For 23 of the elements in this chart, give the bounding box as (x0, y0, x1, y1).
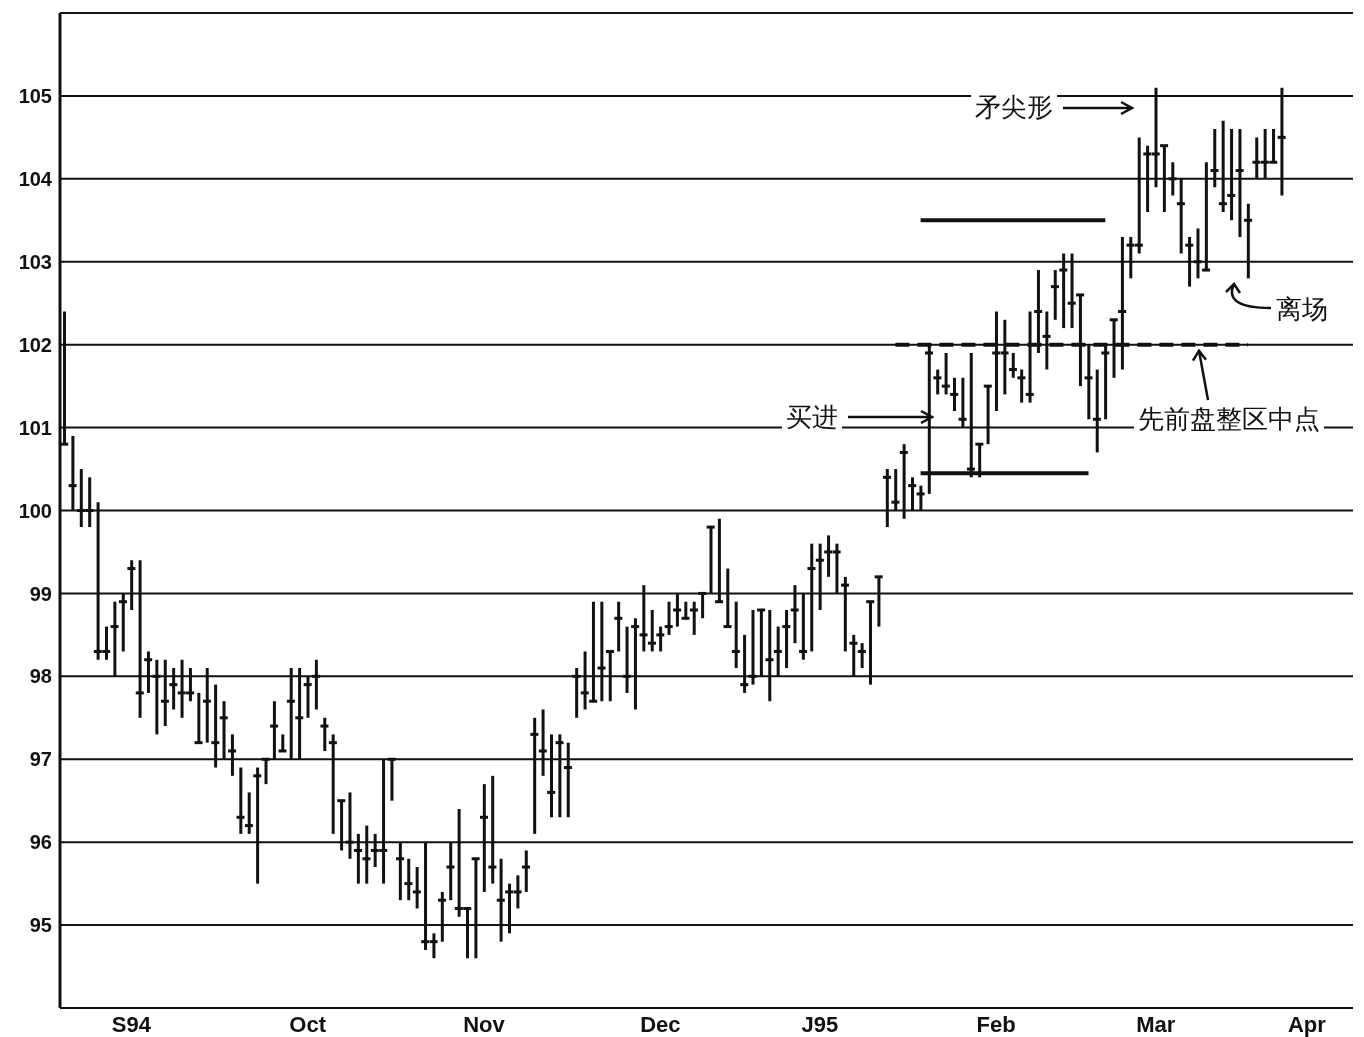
x-tick-label: S94 (111, 1011, 152, 1037)
x-tick-label: Feb (976, 1011, 1016, 1037)
y-tick-label: 97 (29, 748, 52, 771)
x-tick-label: Nov (463, 1011, 506, 1037)
annotation: 离场 (1276, 294, 1328, 324)
x-tick-label: Oct (289, 1011, 327, 1037)
annotation: 买进 (786, 402, 838, 432)
annotation: 先前盘整区中点 (1138, 404, 1320, 434)
y-tick-label: 102 (18, 333, 52, 356)
x-tick-label: Apr (1287, 1011, 1327, 1037)
annotation: 矛尖形 (975, 92, 1053, 122)
y-tick-label: 104 (18, 167, 53, 190)
y-tick-label: 103 (18, 250, 52, 273)
y-tick-label: 98 (29, 665, 52, 688)
y-tick-label: 101 (18, 416, 52, 439)
y-tick-label: 100 (18, 499, 52, 522)
y-tick-label: 96 (29, 831, 52, 854)
x-tick-label: Dec (640, 1011, 681, 1037)
x-tick-label: Mar (1136, 1011, 1176, 1037)
y-tick-label: 105 (18, 85, 52, 108)
x-tick-label: J95 (801, 1011, 839, 1037)
y-tick-label: 99 (29, 582, 52, 605)
y-tick-label: 95 (29, 914, 52, 937)
